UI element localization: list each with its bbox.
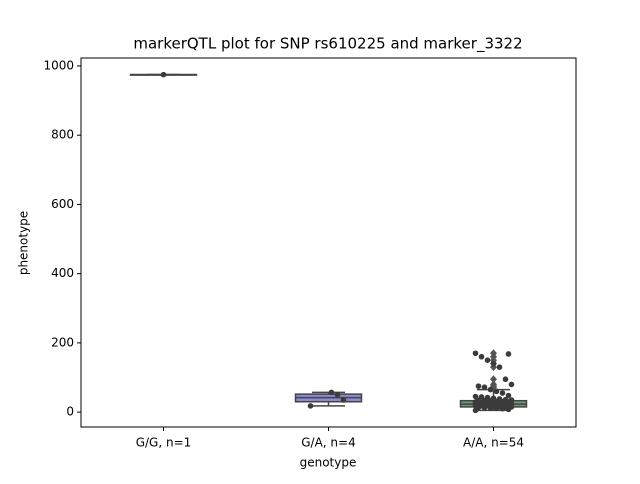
y-tick-label: 0: [66, 405, 74, 419]
point: [490, 360, 497, 367]
point: [508, 381, 515, 388]
point: [508, 397, 515, 403]
point: [472, 350, 479, 357]
point: [496, 396, 503, 402]
outlier: [490, 380, 497, 389]
point: [340, 397, 347, 403]
point: [328, 389, 335, 396]
point: [160, 71, 167, 78]
x-tick-label: A/A, n=54: [463, 436, 524, 450]
point: [493, 388, 500, 395]
outlier: [490, 349, 497, 358]
x-tick-label: G/G, n=1: [136, 436, 192, 450]
point: [484, 357, 491, 363]
point: [502, 376, 509, 383]
chart-title: markerQTL plot for SNP rs610225 and mark…: [133, 35, 522, 54]
point: [484, 394, 491, 401]
point: [475, 383, 482, 389]
point: [490, 395, 497, 402]
point: [307, 403, 314, 409]
x-tick-label: G/A, n=4: [301, 436, 355, 450]
point: [496, 364, 503, 370]
plot-frame: [80, 57, 577, 428]
y-tick-label: 200: [51, 335, 74, 349]
point: [505, 392, 512, 399]
point: [502, 396, 509, 403]
point: [487, 386, 494, 393]
point: [478, 353, 485, 360]
outlier: [490, 375, 497, 384]
point: [499, 390, 506, 396]
y-axis-label: phenotype: [17, 211, 31, 275]
y-tick-label: 600: [51, 197, 74, 211]
point: [478, 394, 485, 400]
x-axis-label: genotype: [300, 456, 357, 470]
point: [505, 351, 512, 357]
point: [472, 393, 479, 400]
point: [334, 392, 341, 398]
y-tick-label: 1000: [43, 58, 74, 72]
point: [481, 384, 488, 390]
y-tick-label: 400: [51, 266, 74, 280]
y-tick-label: 800: [51, 128, 74, 142]
